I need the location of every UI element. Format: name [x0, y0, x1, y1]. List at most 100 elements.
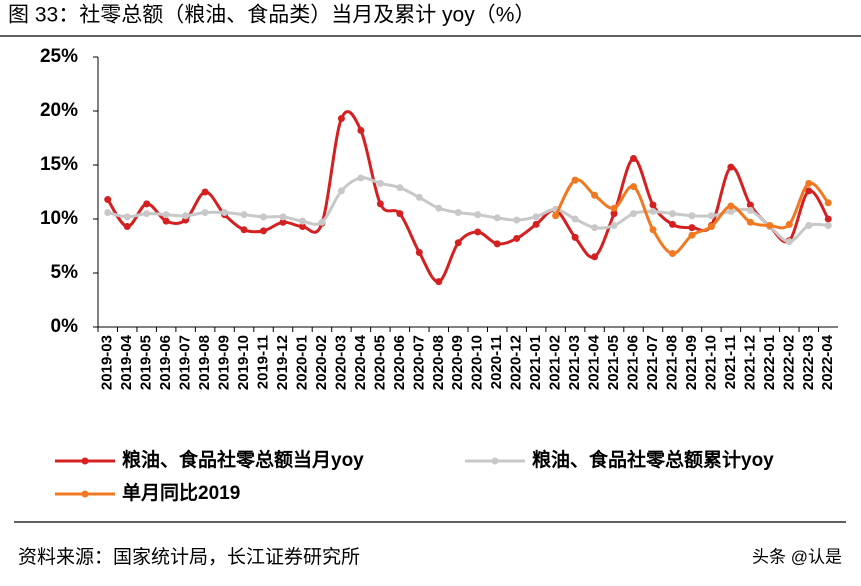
y-tick-label: 25%: [40, 46, 78, 67]
point: [298, 223, 306, 231]
x-tick-label: 2021-11: [722, 335, 739, 389]
legend-marker: [491, 457, 499, 465]
point: [376, 179, 384, 187]
legend-label: 粮油、食品社零总额当月yoy: [122, 448, 364, 471]
y-tick-label: 15%: [40, 154, 78, 175]
x-tick-label: 2021-02: [547, 335, 564, 390]
point: [162, 217, 170, 225]
point: [727, 163, 735, 171]
x-tick-label: 2021-05: [605, 335, 622, 390]
point: [240, 226, 248, 234]
point: [610, 221, 618, 229]
point: [279, 213, 287, 221]
x-tick-label: 2022-03: [800, 335, 817, 390]
point: [415, 248, 423, 256]
x-tick-label: 2021-03: [566, 335, 583, 390]
point: [474, 228, 482, 236]
point: [279, 218, 287, 226]
point: [727, 207, 735, 215]
point: [785, 220, 793, 228]
point: [162, 211, 170, 219]
point: [337, 187, 345, 195]
point: [552, 212, 560, 220]
point: [766, 221, 774, 229]
x-tick-label: 2021-09: [683, 335, 700, 390]
point: [746, 218, 754, 226]
x-tick-label: 2021-10: [702, 335, 719, 390]
point: [396, 210, 404, 218]
legend-marker: [81, 490, 89, 498]
point: [376, 200, 384, 208]
point: [805, 179, 813, 187]
point: [513, 216, 521, 224]
point: [688, 212, 696, 220]
point: [824, 215, 832, 223]
point: [454, 209, 462, 217]
point: [260, 227, 268, 235]
series-line: [106, 110, 830, 284]
point: [668, 220, 676, 228]
x-tick-label: 2021-08: [663, 335, 680, 390]
x-tick-label: 2020-10: [469, 335, 486, 390]
point: [746, 206, 754, 214]
x-tick-label: 2020-06: [391, 335, 408, 390]
x-tick-label: 2019-11: [254, 335, 271, 389]
chart-title: 图 33：社零总额（粮油、食品类）当月及累计 yoy（%）: [8, 4, 535, 27]
point: [805, 187, 813, 195]
x-tick-label: 2022-01: [761, 335, 778, 390]
x-tick-label: 2021-06: [624, 335, 641, 390]
legend-label: 单月同比2019: [122, 481, 240, 504]
point: [357, 126, 365, 134]
point: [571, 215, 579, 223]
x-tick-label: 2019-03: [99, 335, 116, 390]
legend-label: 粮油、食品社零总额累计yoy: [532, 448, 774, 471]
point: [824, 221, 832, 229]
x-tick-label: 2019-12: [274, 335, 291, 390]
point: [688, 224, 696, 232]
x-tick-label: 2020-02: [313, 335, 330, 390]
point: [143, 210, 151, 218]
series-line: [107, 176, 829, 244]
point: [824, 199, 832, 207]
point: [649, 201, 657, 209]
legend-marker: [81, 457, 89, 465]
point: [474, 211, 482, 219]
point: [143, 200, 151, 208]
x-tick-label: 2022-02: [780, 335, 797, 390]
x-tick-label: 2019-06: [157, 335, 174, 390]
point: [435, 204, 443, 212]
x-tick-label: 2021-01: [527, 335, 544, 390]
point: [435, 278, 443, 286]
point: [201, 209, 209, 217]
point: [260, 213, 268, 221]
x-tick-label: 2022-04: [819, 334, 836, 390]
x-tick-label: 2020-08: [430, 335, 447, 390]
x-tick-label: 2020-11: [488, 335, 505, 389]
point: [493, 240, 501, 248]
point: [746, 201, 754, 209]
point: [415, 193, 423, 201]
x-tick-label: 2021-12: [741, 335, 758, 390]
x-tick-label: 2021-07: [644, 335, 661, 390]
point: [104, 196, 112, 204]
point: [221, 209, 229, 217]
point: [240, 211, 248, 219]
x-tick-label: 2020-09: [449, 335, 466, 390]
point: [318, 218, 326, 226]
point: [123, 213, 131, 221]
x-tick-label: 2019-08: [196, 335, 213, 390]
point: [591, 253, 599, 261]
point: [591, 191, 599, 199]
x-tick-label: 2019-10: [235, 335, 252, 390]
x-tick-label: 2020-01: [293, 335, 310, 390]
x-tick-label: 2019-04: [118, 334, 135, 390]
point: [668, 250, 676, 258]
point: [630, 183, 638, 191]
point: [688, 231, 696, 239]
point: [571, 233, 579, 241]
x-tick-label: 2020-07: [410, 335, 427, 390]
point: [357, 174, 365, 182]
point: [493, 214, 501, 222]
x-tick-label: 2019-07: [177, 335, 194, 390]
